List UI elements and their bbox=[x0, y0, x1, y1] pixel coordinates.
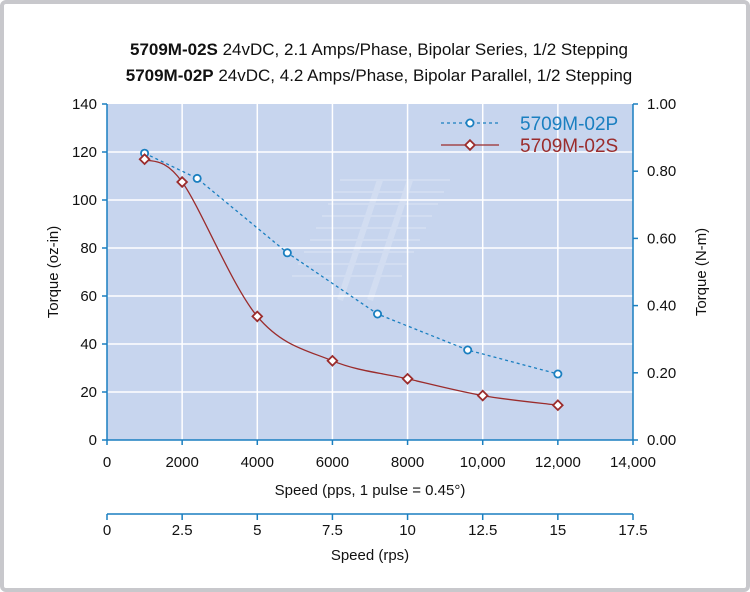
chart-title-line-1: 5709M-02S 24vDC, 2.1 Amps/Phase, Bipolar… bbox=[4, 40, 750, 60]
title-desc-parallel: 24vDC, 4.2 Amps/Phase, Bipolar Parallel,… bbox=[213, 66, 633, 85]
y-axis-title: Torque (oz-in) bbox=[45, 226, 62, 319]
data-point-5709m-02s bbox=[401, 372, 414, 385]
y2-tick-label: 1.00 bbox=[647, 96, 676, 113]
axes bbox=[102, 103, 638, 520]
legend-marker-5709m-02s bbox=[463, 138, 477, 152]
y2-tick-label: 0.80 bbox=[647, 163, 676, 180]
y-tick-label: 140 bbox=[72, 96, 97, 113]
y-tick-label: 0 bbox=[89, 432, 97, 449]
series-layer bbox=[138, 148, 564, 412]
x-tick-label: 14,000 bbox=[610, 454, 656, 471]
series-line-5709m-02p bbox=[144, 152, 559, 375]
x2-tick-label: 15 bbox=[550, 522, 567, 539]
legend-label-5709m-02p: 5709M-02P bbox=[520, 114, 618, 135]
y-tick-label: 60 bbox=[80, 288, 97, 305]
y-tick-label: 80 bbox=[80, 240, 97, 257]
y2-tick-label: 0.20 bbox=[647, 365, 676, 382]
y2-tick-label: 0.60 bbox=[647, 230, 676, 247]
x2-axis-title: Speed (rps) bbox=[331, 547, 409, 564]
y2-tick-label: 0.40 bbox=[647, 298, 676, 315]
plot-background bbox=[107, 104, 633, 440]
data-point-5709m-02s bbox=[176, 175, 189, 189]
data-point-5709m-02s bbox=[326, 354, 339, 367]
x2-tick-label: 12.5 bbox=[468, 522, 497, 539]
y-tick-label: 40 bbox=[80, 336, 97, 353]
y-tick-label: 120 bbox=[72, 144, 97, 161]
x-tick-label: 10,000 bbox=[460, 454, 506, 471]
data-point-5709m-02p bbox=[553, 369, 563, 379]
x2-tick-label: 7.5 bbox=[322, 522, 343, 539]
x-tick-label: 4000 bbox=[241, 454, 274, 471]
data-point-5709m-02p bbox=[463, 345, 473, 355]
watermark-logo bbox=[292, 179, 450, 301]
y2-tick-label: 0.00 bbox=[647, 432, 676, 449]
data-point-5709m-02p bbox=[192, 173, 202, 183]
y-tick-label: 20 bbox=[80, 384, 97, 401]
title-model-series: 5709M-02S bbox=[129, 40, 218, 59]
data-point-5709m-02s bbox=[551, 399, 564, 412]
title-model-parallel: 5709M-02P bbox=[125, 66, 214, 85]
data-point-5709m-02s bbox=[138, 153, 151, 166]
data-point-5709m-02p bbox=[282, 248, 292, 258]
data-point-5709m-02s bbox=[476, 389, 489, 402]
x-tick-label: 2000 bbox=[165, 454, 198, 471]
x-tick-label: 8000 bbox=[391, 454, 424, 471]
data-point-5709m-02s bbox=[251, 310, 264, 323]
title-desc-series: 24vDC, 2.1 Amps/Phase, Bipolar Series, 1… bbox=[217, 40, 628, 59]
legend-label-5709m-02s: 5709M-02S bbox=[520, 136, 618, 157]
plot-area bbox=[107, 104, 633, 440]
x2-tick-label: 2.5 bbox=[172, 522, 193, 539]
y-tick-label: 100 bbox=[72, 192, 97, 209]
chart-title-line-2: 5709M-02P 24vDC, 4.2 Amps/Phase, Bipolar… bbox=[4, 66, 750, 86]
x-tick-label: 12,000 bbox=[535, 454, 581, 471]
axis-labels: 0 2000 4000 6000 8000 10,000 12,000 14,000 0 20 40… bbox=[45, 96, 710, 564]
x-tick-label: 0 bbox=[103, 454, 111, 471]
data-point-5709m-02p bbox=[373, 309, 383, 319]
x2-tick-label: 10 bbox=[399, 522, 416, 539]
x-tick-label: 6000 bbox=[316, 454, 349, 471]
x-axis-title: Speed (pps, 1 pulse = 0.45°) bbox=[275, 482, 466, 499]
legend-marker-5709m-02p bbox=[465, 118, 475, 128]
watermark-mark bbox=[292, 179, 450, 301]
x2-tick-label: 17.5 bbox=[618, 522, 647, 539]
y2-axis-title: Torque (N-m) bbox=[693, 228, 710, 316]
x2-tick-label: 0 bbox=[103, 522, 111, 539]
x2-tick-label: 5 bbox=[253, 522, 261, 539]
